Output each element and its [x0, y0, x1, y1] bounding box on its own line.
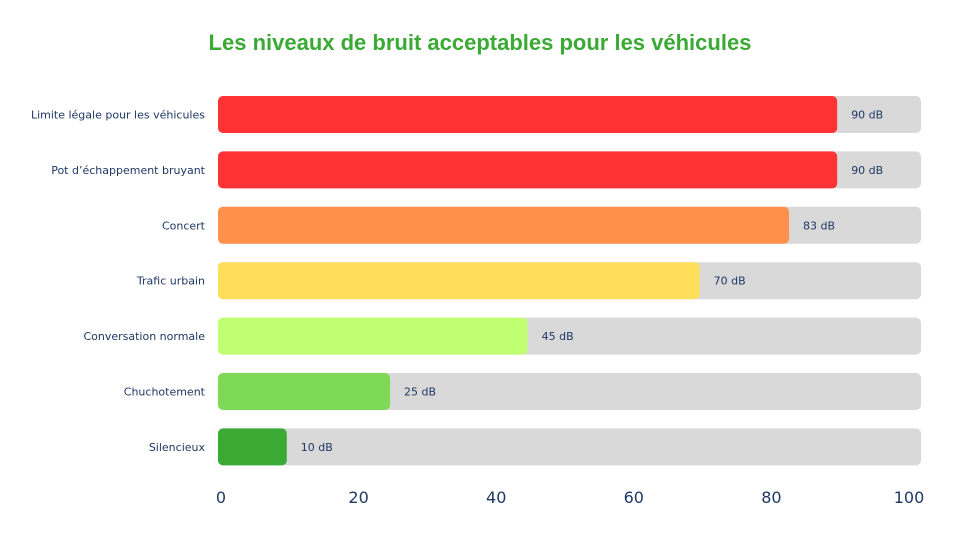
category-label: Conversation normale: [83, 330, 205, 343]
bar: [218, 96, 838, 133]
x-tick-label: 100: [894, 488, 925, 507]
bar: [218, 428, 287, 466]
value-label: 45 dB: [542, 330, 574, 343]
category-label: Chuchotement: [124, 386, 206, 399]
value-label: 25 dB: [404, 386, 436, 399]
chart-title: Les niveaux de bruit acceptables pour le…: [208, 30, 752, 55]
x-tick-label: 40: [486, 488, 506, 507]
category-label: Pot d’échappement bruyant: [51, 164, 205, 177]
category-label: Limite légale pour les véhicules: [31, 109, 205, 122]
bar: [218, 151, 838, 189]
category-label: Concert: [162, 219, 206, 232]
x-tick-label: 80: [761, 488, 781, 507]
bar-track: [218, 373, 921, 410]
x-tick-label: 60: [624, 488, 644, 507]
category-label: Silencieux: [149, 441, 206, 454]
bar: [218, 206, 790, 244]
value-label: 90 dB: [851, 164, 883, 177]
value-label: 83 dB: [803, 219, 835, 232]
x-tick-label: 20: [348, 488, 368, 507]
value-label: 10 dB: [301, 441, 333, 454]
bar: [218, 373, 390, 410]
value-label: 90 dB: [851, 109, 883, 122]
bar: [218, 262, 700, 300]
value-label: 70 dB: [714, 275, 746, 288]
x-tick-label: 0: [216, 488, 226, 507]
category-label: Trafic urbain: [136, 275, 205, 288]
bar: [218, 317, 528, 355]
bar-track: [218, 428, 921, 466]
